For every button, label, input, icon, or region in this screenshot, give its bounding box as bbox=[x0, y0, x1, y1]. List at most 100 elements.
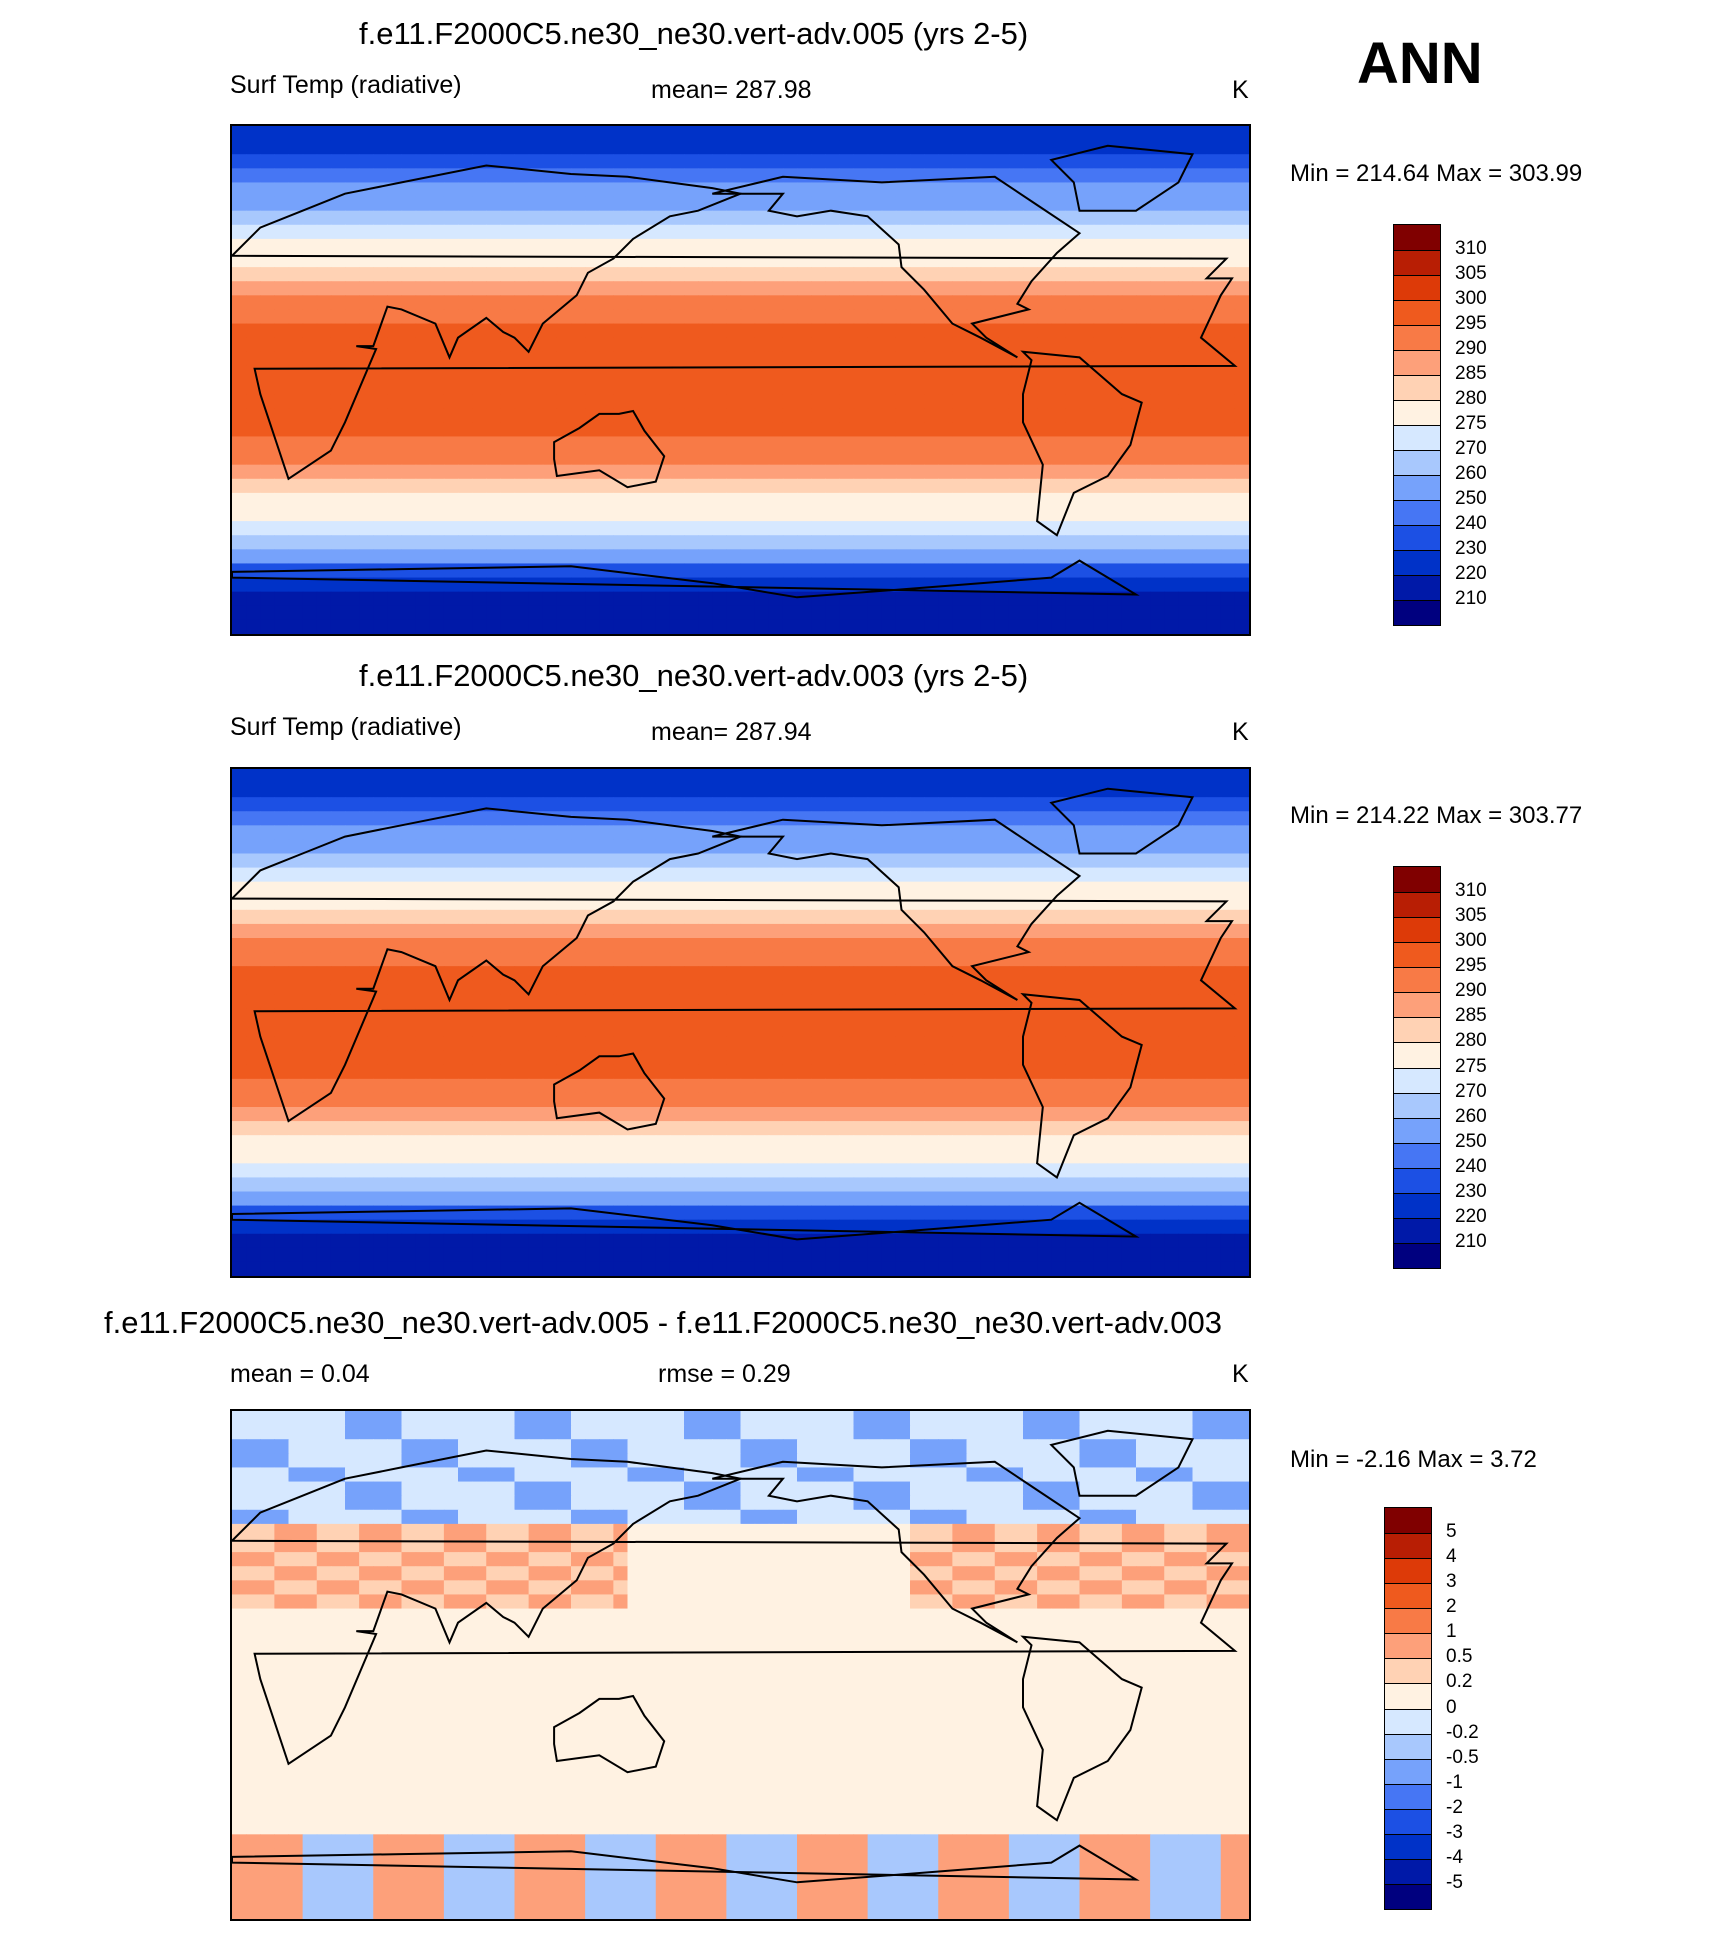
panel1-minmax-label: Min = 214.64 Max = 303.99 bbox=[1290, 160, 1583, 187]
colorbar-segment bbox=[1394, 992, 1440, 1018]
colorbar-tick-label: 295 bbox=[1455, 313, 1487, 334]
coastline bbox=[232, 559, 1140, 599]
panel1-mean-label: mean= 287.98 bbox=[651, 76, 812, 104]
colorbar-segment bbox=[1394, 1067, 1440, 1093]
colorbar-segment bbox=[1394, 967, 1440, 993]
colorbar-tick-label: 220 bbox=[1455, 563, 1487, 584]
colorbar-tick-label: 275 bbox=[1455, 413, 1487, 434]
coastline bbox=[232, 807, 1238, 1123]
colorbar-segment bbox=[1385, 1883, 1431, 1909]
colorbar-tick-label: 230 bbox=[1455, 1180, 1487, 1202]
coastline bbox=[1020, 993, 1143, 1179]
colorbar-segment bbox=[1385, 1808, 1431, 1834]
colorbar-segment bbox=[1385, 1758, 1431, 1784]
colorbar-segment bbox=[1385, 1633, 1431, 1659]
colorbar-tick-label: 250 bbox=[1455, 488, 1487, 509]
colorbar-segment bbox=[1394, 1142, 1440, 1168]
colorbar-tick-label: -3 bbox=[1446, 1821, 1463, 1843]
colorbar-tick-label: 230 bbox=[1455, 538, 1487, 559]
colorbar-segment bbox=[1394, 350, 1440, 375]
colorbar-tick-label: 210 bbox=[1455, 1230, 1487, 1252]
colorbar-segment bbox=[1394, 225, 1440, 250]
colorbar-segment bbox=[1385, 1558, 1431, 1584]
map-canvas bbox=[232, 769, 1249, 1276]
colorbar-segment bbox=[1385, 1583, 1431, 1609]
colorbar-tick-label: 280 bbox=[1455, 388, 1487, 409]
coastline bbox=[1020, 1635, 1143, 1822]
colorbar-tick-label: 300 bbox=[1455, 288, 1487, 309]
colorbar-tick-label: 3 bbox=[1446, 1571, 1457, 1593]
colorbar-segment bbox=[1394, 892, 1440, 918]
colorbar-tick-label: 240 bbox=[1455, 1155, 1487, 1177]
colorbar-segment bbox=[1394, 525, 1440, 550]
colorbar-tick-label: -2 bbox=[1446, 1796, 1463, 1818]
colorbar-segment bbox=[1394, 275, 1440, 300]
colorbar-segment bbox=[1394, 1217, 1440, 1243]
colorbar-segment bbox=[1394, 550, 1440, 575]
colorbar-segment bbox=[1394, 400, 1440, 425]
coastline bbox=[712, 1460, 1082, 1644]
colorbar-segment bbox=[1394, 250, 1440, 275]
colorbar-segment bbox=[1394, 1167, 1440, 1193]
coastline bbox=[1049, 1429, 1195, 1497]
panel2-title: f.e11.F2000C5.ne30_ne30.vert-adv.003 (yr… bbox=[359, 658, 1029, 693]
colorbar-segment bbox=[1394, 300, 1440, 325]
colorbar-segment bbox=[1394, 325, 1440, 350]
colorbar-tick-label: 2 bbox=[1446, 1596, 1457, 1618]
colorbar-tick-label: 4 bbox=[1446, 1546, 1457, 1568]
colorbar-segment bbox=[1385, 1833, 1431, 1859]
colorbar-segment bbox=[1394, 917, 1440, 943]
colorbar-segment bbox=[1394, 1042, 1440, 1068]
colorbar-segment bbox=[1394, 1092, 1440, 1118]
colorbar-segment bbox=[1394, 475, 1440, 500]
colorbar-segment bbox=[1394, 425, 1440, 450]
colorbar-tick-label: -1 bbox=[1446, 1771, 1463, 1793]
colorbar-segment bbox=[1385, 1658, 1431, 1684]
panel3-colorbar bbox=[1384, 1507, 1432, 1910]
colorbar-tick-label: -4 bbox=[1446, 1846, 1463, 1868]
coastline bbox=[232, 1449, 1238, 1766]
colorbar-tick-label: 5 bbox=[1446, 1521, 1457, 1543]
panel3-minmax-label: Min = -2.16 Max = 3.72 bbox=[1290, 1446, 1537, 1473]
map-canvas bbox=[232, 126, 1249, 634]
colorbar-tick-label: 210 bbox=[1455, 588, 1487, 609]
panel3-title: f.e11.F2000C5.ne30_ne30.vert-adv.005 - f… bbox=[104, 1305, 1222, 1340]
colorbar-tick-label: 1 bbox=[1446, 1621, 1457, 1643]
colorbar-tick-label: 275 bbox=[1455, 1055, 1487, 1077]
colorbar-tick-label: 290 bbox=[1455, 980, 1487, 1002]
season-label: ANN bbox=[1357, 31, 1483, 96]
colorbar-segment bbox=[1385, 1608, 1431, 1634]
colorbar-tick-label: 305 bbox=[1455, 905, 1487, 927]
colorbar-tick-label: 0.2 bbox=[1446, 1671, 1473, 1693]
panel3-mean-label: mean = 0.04 bbox=[230, 1360, 370, 1388]
colorbar-tick-label: 290 bbox=[1455, 338, 1487, 359]
colorbar-tick-label: 310 bbox=[1455, 880, 1487, 902]
colorbar-segment bbox=[1394, 375, 1440, 400]
panel2-units-label: K bbox=[1232, 718, 1249, 746]
colorbar-tick-label: 310 bbox=[1455, 238, 1487, 259]
colorbar-segment bbox=[1394, 867, 1440, 893]
colorbar-tick-label: -5 bbox=[1446, 1871, 1463, 1893]
colorbar-segment bbox=[1394, 942, 1440, 968]
colorbar-segment bbox=[1385, 1683, 1431, 1709]
colorbar-segment bbox=[1394, 450, 1440, 475]
coastline bbox=[712, 818, 1082, 1001]
panel3-units-label: K bbox=[1232, 1360, 1249, 1388]
panel2-colorbar bbox=[1393, 866, 1441, 1269]
coastline bbox=[553, 409, 666, 489]
panel2-mean-label: mean= 287.94 bbox=[651, 718, 812, 746]
colorbar-segment bbox=[1385, 1783, 1431, 1809]
colorbar-segment bbox=[1394, 1117, 1440, 1143]
colorbar-tick-label: 280 bbox=[1455, 1030, 1487, 1052]
panel2-variable-label: Surf Temp (radiative) bbox=[230, 713, 462, 741]
coastline bbox=[553, 1052, 666, 1131]
colorbar-segment bbox=[1394, 1017, 1440, 1043]
map-canvas bbox=[232, 1411, 1249, 1919]
colorbar-tick-label: 260 bbox=[1455, 1105, 1487, 1127]
colorbar-tick-label: 270 bbox=[1455, 1080, 1487, 1102]
colorbar-tick-label: 250 bbox=[1455, 1130, 1487, 1152]
panel1-colorbar bbox=[1393, 224, 1441, 626]
coastline bbox=[1020, 350, 1143, 537]
colorbar-segment bbox=[1394, 600, 1440, 625]
colorbar-tick-label: 260 bbox=[1455, 463, 1487, 484]
